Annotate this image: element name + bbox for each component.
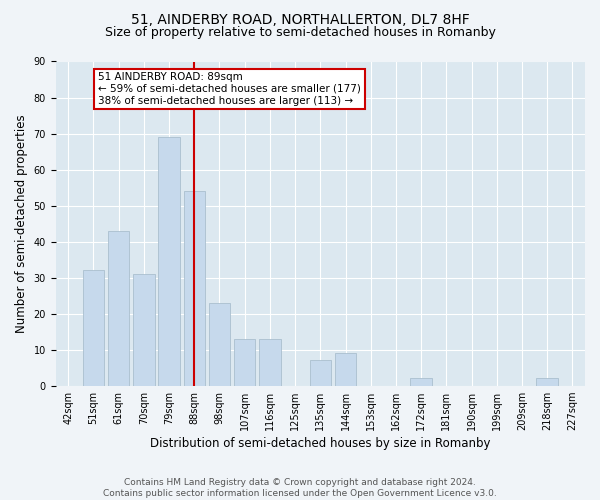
X-axis label: Distribution of semi-detached houses by size in Romanby: Distribution of semi-detached houses by … <box>150 437 491 450</box>
Text: Contains HM Land Registry data © Crown copyright and database right 2024.
Contai: Contains HM Land Registry data © Crown c… <box>103 478 497 498</box>
Text: 51, AINDERBY ROAD, NORTHALLERTON, DL7 8HF: 51, AINDERBY ROAD, NORTHALLERTON, DL7 8H… <box>131 12 469 26</box>
Bar <box>158 137 180 386</box>
Bar <box>310 360 331 386</box>
Bar <box>133 274 155 386</box>
Bar <box>259 339 281 386</box>
Bar <box>83 270 104 386</box>
Y-axis label: Number of semi-detached properties: Number of semi-detached properties <box>15 114 28 333</box>
Bar <box>410 378 432 386</box>
Text: Size of property relative to semi-detached houses in Romanby: Size of property relative to semi-detach… <box>104 26 496 39</box>
Bar <box>184 191 205 386</box>
Bar <box>536 378 558 386</box>
Bar <box>108 231 130 386</box>
Bar <box>234 339 256 386</box>
Text: 51 AINDERBY ROAD: 89sqm
← 59% of semi-detached houses are smaller (177)
38% of s: 51 AINDERBY ROAD: 89sqm ← 59% of semi-de… <box>98 72 361 106</box>
Bar <box>335 354 356 386</box>
Bar <box>209 303 230 386</box>
